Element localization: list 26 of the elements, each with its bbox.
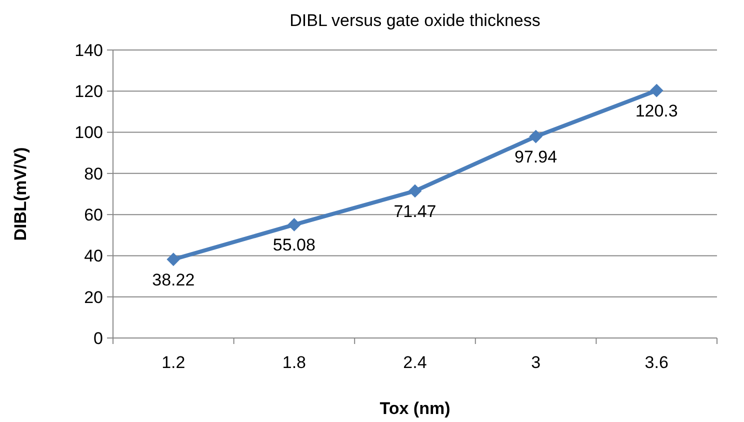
y-axis-title: DIBL(mV/V): [11, 147, 30, 241]
data-label: 71.47: [394, 202, 436, 221]
x-tick-label: 2.4: [403, 353, 427, 372]
x-tick-label: 3.6: [644, 353, 668, 372]
y-tick-label: 140: [74, 40, 103, 60]
data-label: 38.22: [152, 270, 195, 290]
y-tick-label: 100: [74, 123, 103, 142]
chart-title: DIBL versus gate oxide thickness: [290, 11, 540, 30]
x-tick-label: 1.2: [162, 353, 186, 372]
y-tick-label: 80: [84, 164, 103, 184]
y-tick-label: 60: [84, 206, 103, 225]
x-axis-title: Tox (nm): [380, 399, 450, 418]
point: [408, 184, 422, 198]
point: [529, 130, 542, 144]
x-tick-label: 1.8: [282, 353, 306, 372]
data-label: 55.08: [272, 236, 316, 255]
y-tick-label: 20: [84, 288, 103, 307]
y-tick-label: 0: [94, 328, 103, 348]
point: [288, 218, 301, 232]
y-tick-label: 40: [84, 246, 103, 266]
point: [650, 84, 664, 98]
point: [166, 252, 180, 266]
x-tick-label: 3: [531, 353, 541, 372]
y-tick-label: 120: [74, 82, 103, 102]
data-label: 120.3: [635, 102, 678, 121]
data-label: 97.94: [514, 148, 558, 167]
